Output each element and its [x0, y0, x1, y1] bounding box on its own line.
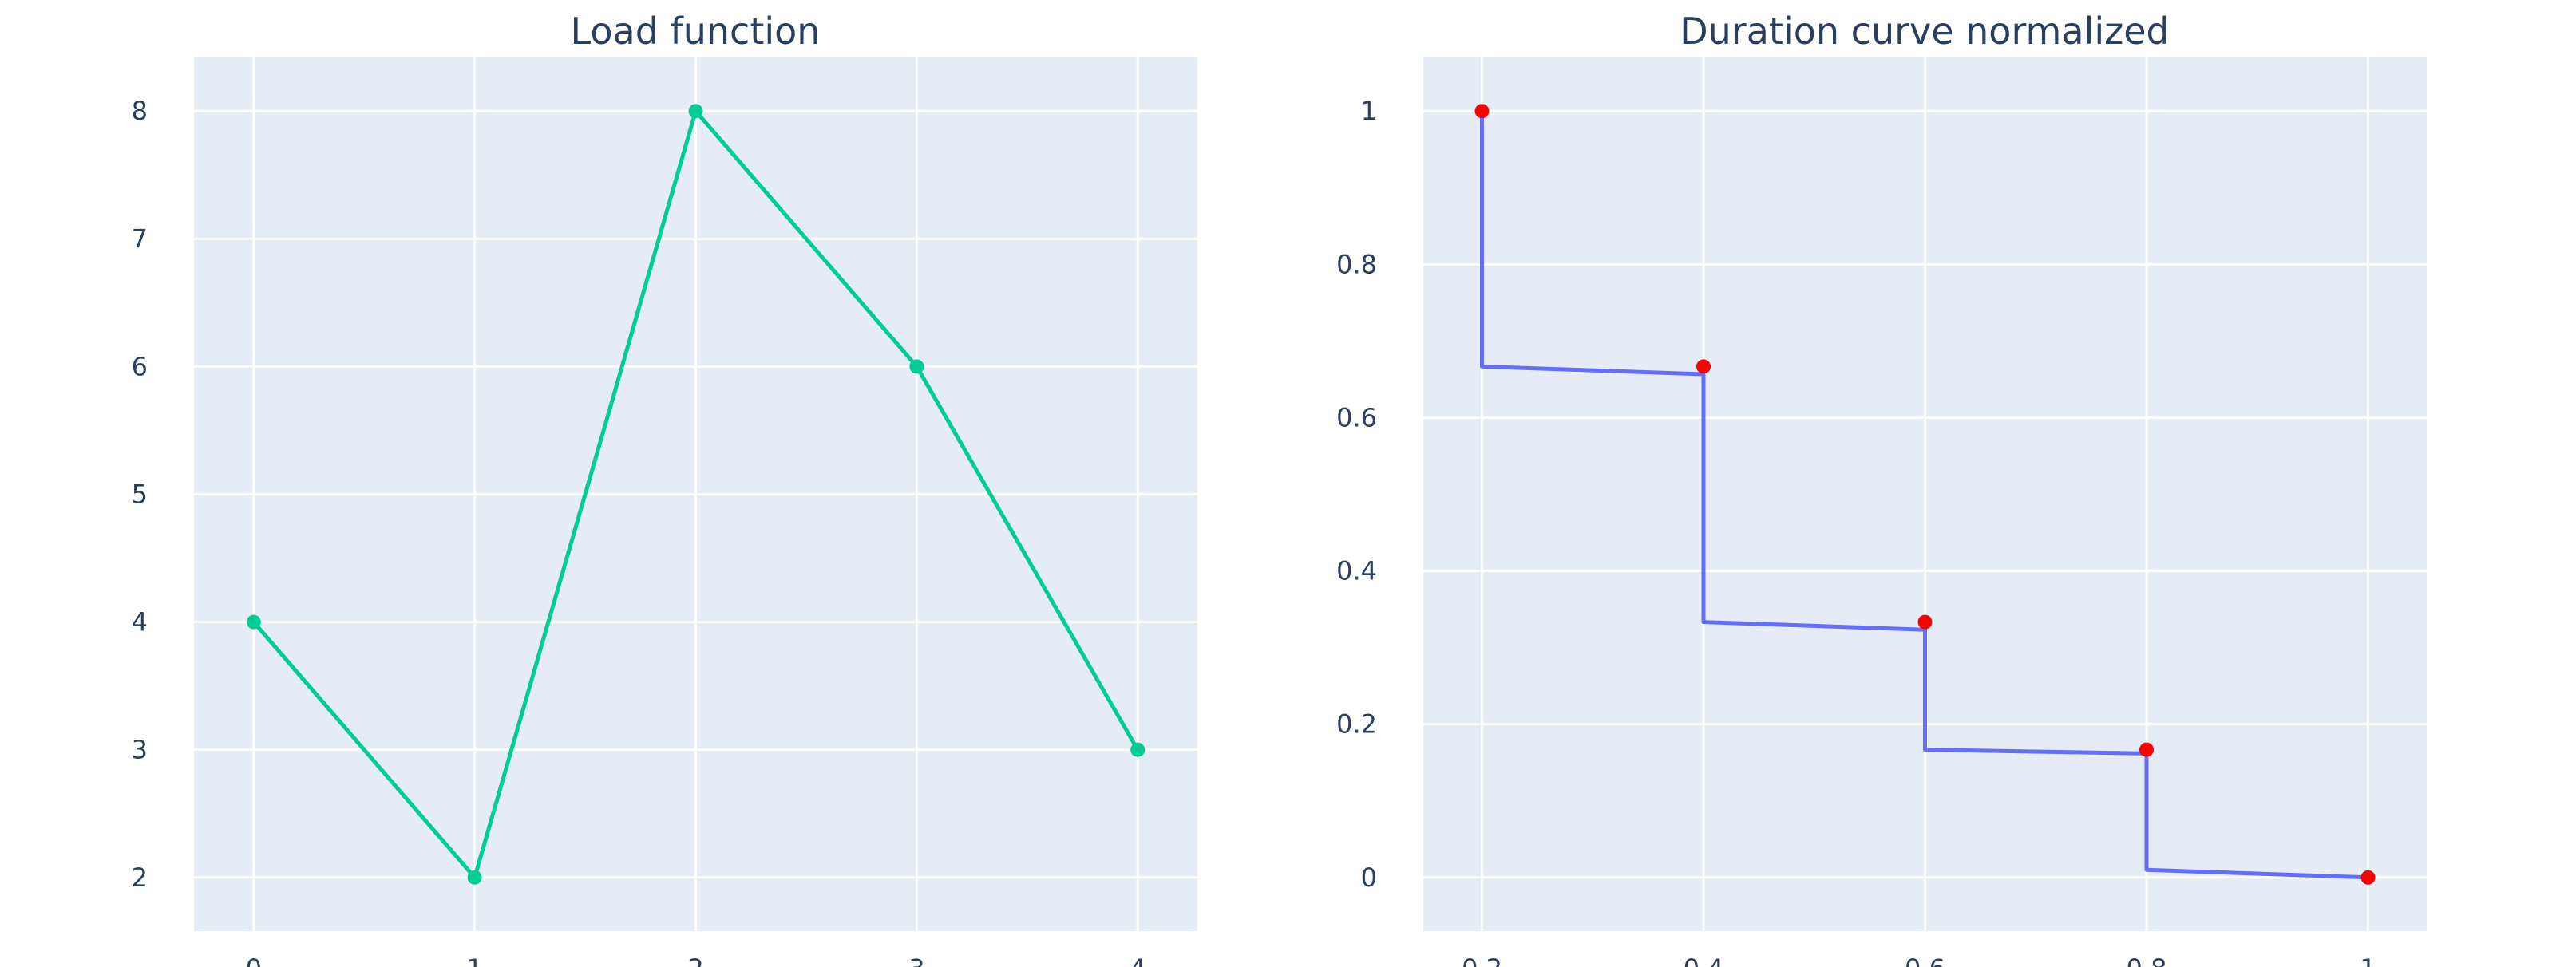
y-tick-label: 6: [132, 351, 148, 381]
chart-title: Duration curve normalized: [1680, 10, 2170, 53]
y-tick-label: 0: [1361, 862, 1377, 893]
x-tick-label: 0.2: [1462, 953, 1502, 967]
y-tick-label: 5: [132, 480, 148, 510]
gridlines: [194, 57, 1197, 931]
y-tick-label: 2: [132, 862, 148, 893]
duration-curve-chart: Duration curve normalized 0.20.40.60.81 …: [1336, 10, 2427, 967]
data-point: [1696, 359, 1711, 374]
data-point: [1130, 742, 1146, 757]
load-function-chart: Load function 0 1 2 3 4 2 3 4 5 6 7 8: [132, 10, 1197, 967]
x-tick-label: 1: [2360, 953, 2376, 967]
data-point: [2139, 742, 2154, 757]
y-tick-label: 0.2: [1336, 709, 1377, 740]
y-tick-labels: 0 0.2 0.4 0.6 0.8 1: [1336, 96, 1377, 893]
y-tick-label: 3: [132, 735, 148, 765]
series-markers: [246, 104, 1146, 885]
chart-title: Load function: [571, 10, 821, 53]
x-tick-label: 4: [1130, 953, 1146, 967]
y-tick-label: 8: [132, 96, 148, 126]
x-tick-labels: 0.2 0.4 0.6 0.8 1: [1462, 953, 2376, 967]
data-point: [467, 870, 482, 885]
data-point: [909, 359, 924, 374]
y-tick-label: 0.8: [1336, 249, 1377, 279]
x-tick-label: 0.8: [2127, 953, 2167, 967]
x-tick-label: 0.6: [1905, 953, 1945, 967]
data-point: [688, 104, 703, 119]
x-tick-label: 1: [466, 953, 482, 967]
series-line: [1480, 111, 2368, 880]
y-tick-label: 7: [132, 223, 148, 254]
y-tick-labels: 2 3 4 5 6 7 8: [132, 96, 148, 893]
x-tick-label: 3: [908, 953, 924, 967]
x-tick-label: 0.4: [1684, 953, 1724, 967]
x-tick-label: 2: [687, 953, 703, 967]
series-lines: [1480, 111, 2368, 880]
data-point: [1917, 614, 1933, 630]
series-markers: [1474, 104, 2376, 885]
y-tick-label: 0.6: [1336, 402, 1377, 432]
data-point: [2360, 870, 2376, 885]
x-tick-label: 0: [246, 953, 262, 967]
x-tick-labels: 0 1 2 3 4: [246, 953, 1146, 967]
y-tick-label: 0.4: [1336, 556, 1377, 586]
data-point: [246, 614, 261, 630]
y-tick-label: 4: [132, 607, 148, 637]
y-tick-label: 1: [1361, 96, 1377, 126]
data-point: [1474, 104, 1490, 119]
